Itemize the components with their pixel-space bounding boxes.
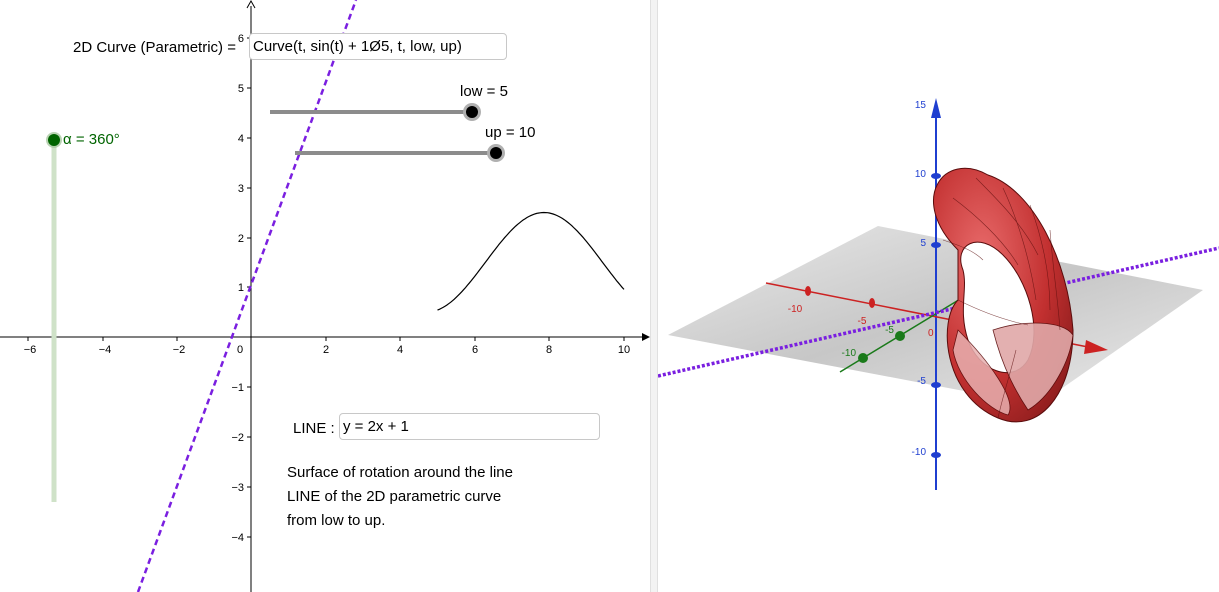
x-axis-arrow — [642, 333, 650, 341]
description-line: LINE of the 2D parametric curve — [287, 488, 502, 505]
x3d-tick-label: -5 — [858, 316, 867, 327]
x3d-tick-label: -10 — [788, 304, 803, 315]
view-splitter[interactable] — [650, 0, 658, 592]
z-tick-label: -10 — [912, 447, 927, 458]
y-tick-label: −2 — [231, 432, 244, 444]
x-tick-label: 0 — [237, 344, 243, 356]
y-tick-label: 4 — [238, 133, 244, 145]
description-line: Surface of rotation around the line — [287, 464, 513, 481]
y-axis-arrow — [246, 0, 256, 9]
y-tick-label: −3 — [231, 482, 244, 494]
up-slider-handle[interactable] — [490, 147, 502, 159]
low-slider-label: low = 5 — [460, 83, 508, 100]
y-tick-label: 6 — [238, 33, 244, 45]
curve-input-label: 2D Curve (Parametric) = — [73, 39, 236, 56]
surface-of-revolution[interactable] — [933, 168, 1074, 423]
graphics-2d-view[interactable]: −6 −4 −2 0 2 4 6 8 10 6 5 4 3 2 1 −1 −2 — [0, 0, 650, 592]
x-tick-label: 2 — [323, 344, 329, 356]
y-tick-label: 3 — [238, 183, 244, 195]
x-tick-label: 6 — [472, 344, 478, 356]
z-axis-arrow — [931, 98, 941, 118]
y-tick-label: −4 — [231, 532, 244, 544]
x-tick-label: −6 — [24, 344, 37, 356]
x-axis-3d-arrow — [1084, 340, 1108, 354]
torus-lower-translucent — [952, 329, 1011, 416]
y3d-tick-label: -10 — [842, 348, 857, 359]
alpha-slider-handle[interactable] — [48, 134, 60, 146]
alpha-slider-label: α = 360° — [63, 131, 120, 148]
description-text: Surface of rotation around the line LINE… — [287, 461, 513, 533]
parametric-curve[interactable] — [437, 211, 625, 311]
x-tick-label: 8 — [546, 344, 552, 356]
description-line: from low to up. — [287, 512, 386, 529]
low-slider-handle[interactable] — [466, 106, 478, 118]
origin-label: 0 — [928, 328, 934, 339]
y-tick-label: 1 — [238, 282, 244, 294]
x-tick-label: 10 — [618, 344, 630, 356]
line-input-label: LINE : — [293, 420, 335, 437]
graphics-2d-canvas[interactable]: −6 −4 −2 0 2 4 6 8 10 6 5 4 3 2 1 −1 −2 — [0, 0, 650, 592]
y-tick-label: 2 — [238, 233, 244, 245]
x-tick-label: −2 — [173, 344, 186, 356]
y3d-tick-label: -5 — [885, 325, 894, 336]
up-slider-label: up = 10 — [485, 124, 536, 141]
graphics-3d-view[interactable]: 15 10 5 -5 -10 -10 -5 5 10 0 -10 -5 5 — [658, 0, 1219, 592]
y-tick-label: 5 — [238, 83, 244, 95]
torus-lower-right-translucent — [992, 322, 1074, 411]
x-tick-label: 4 — [397, 344, 403, 356]
line-y-2x-plus-1[interactable] — [136, 0, 358, 592]
curve-input-field[interactable]: Curve(t, sin(t) + 1Ø5, t, low, up) — [249, 33, 507, 60]
y-tick-label: −1 — [231, 382, 244, 394]
graphics-3d-canvas[interactable]: 15 10 5 -5 -10 -10 -5 5 10 0 -10 -5 5 — [658, 0, 1219, 592]
z-tick-label: 5 — [920, 238, 926, 249]
x-axis-ticks — [27, 337, 625, 341]
z-tick-label: 10 — [915, 169, 927, 180]
rotation-axis-line — [658, 246, 1219, 378]
z-axis-ticks — [931, 173, 941, 458]
line-input-field[interactable]: y = 2x + 1 — [339, 413, 600, 440]
z-tick-label: -5 — [917, 376, 926, 387]
z-tick-label: 15 — [915, 100, 927, 111]
torus-mesh-lines — [942, 177, 1061, 419]
x-tick-label: −4 — [99, 344, 112, 356]
